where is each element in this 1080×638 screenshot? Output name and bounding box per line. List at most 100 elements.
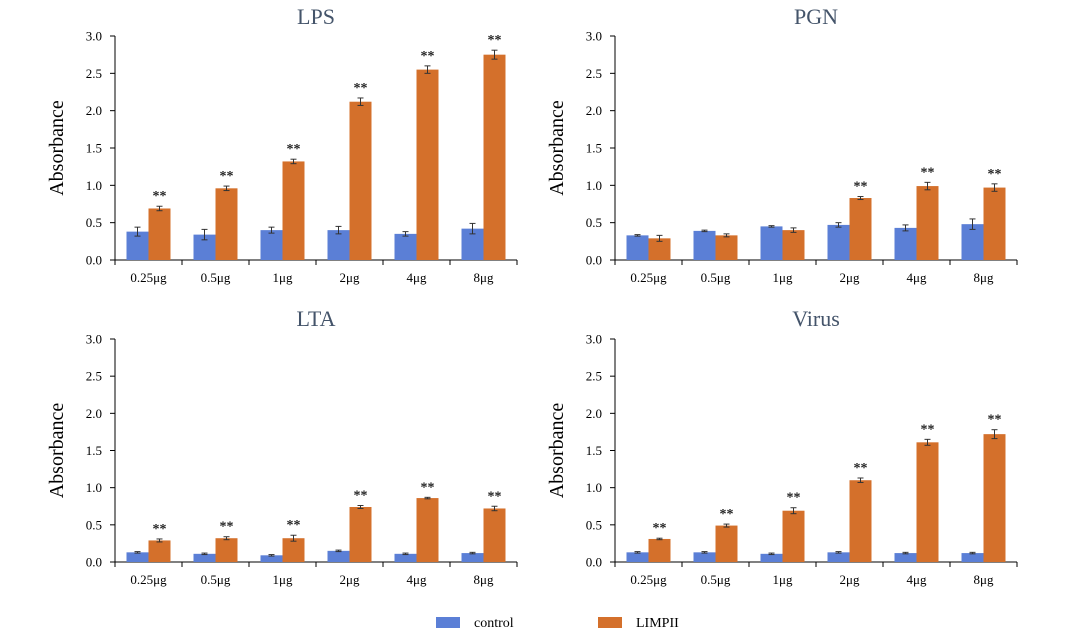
error-bar (768, 225, 775, 228)
bar-limpii (715, 235, 738, 260)
bar-control (260, 555, 283, 562)
significance-marker: ** (854, 180, 868, 195)
bar-limpii (849, 480, 872, 562)
error-bar (134, 226, 141, 237)
bar-control (626, 552, 649, 562)
significance-marker: ** (287, 142, 301, 157)
panel-lps: LPS Absorbance 0.0 0.5 1.0 1.5 2.0 2.5 3.0 ** 0.25… (46, 4, 518, 285)
bar-limpii (916, 186, 939, 260)
error-bar (924, 181, 931, 191)
bar-control (760, 553, 783, 562)
bar-control (461, 553, 484, 562)
error-bar (268, 554, 275, 557)
significance-marker: ** (921, 422, 935, 437)
bar-limpii (483, 508, 506, 562)
x-tick-label: 8μg (474, 572, 494, 587)
x-tick-label: 4μg (407, 270, 427, 285)
significance-marker: ** (787, 491, 801, 506)
error-bar (790, 507, 797, 515)
y-tick-label: 2.0 (86, 406, 102, 421)
y-axis-label: Absorbance (46, 403, 68, 499)
significance-marker: ** (421, 49, 435, 64)
panel-pgn: PGN Absorbance 0.0 0.5 1.0 1.5 2.0 2.5 3.0 0.25μg… (546, 4, 1018, 285)
y-tick-label: 0.5 (86, 215, 102, 230)
y-tick-label: 3.0 (86, 332, 102, 347)
significance-marker: ** (354, 489, 368, 504)
error-bar (402, 231, 409, 237)
y-tick-label: 0.0 (586, 555, 602, 570)
y-tick-label: 1.5 (586, 443, 602, 458)
error-bar (857, 477, 864, 483)
y-tick-label: 2.5 (586, 369, 602, 384)
significance-marker: ** (488, 33, 502, 48)
error-bar (402, 552, 409, 556)
y-tick-label: 0.5 (586, 215, 602, 230)
error-bar (656, 234, 663, 242)
bar-control (827, 552, 850, 562)
bar-limpii (215, 538, 238, 562)
x-tick-label: 4μg (407, 572, 427, 587)
y-tick-label: 1.0 (586, 480, 602, 495)
y-tick-label: 0.5 (86, 517, 102, 532)
y-tick-label: 3.0 (586, 29, 602, 44)
y-tick-label: 0.0 (586, 253, 602, 268)
error-bar (857, 196, 864, 201)
error-bar (991, 429, 998, 440)
legend-label-control: control (474, 616, 514, 631)
y-tick-label: 2.0 (86, 103, 102, 118)
error-bar (335, 549, 342, 553)
legend-swatch-limpii (598, 617, 622, 628)
x-tick-label: 0.5μg (701, 572, 731, 587)
y-axis-label: Absorbance (546, 403, 568, 499)
error-bar (491, 505, 498, 512)
y-tick-label: 2.5 (86, 369, 102, 384)
x-tick-label: 0.25μg (630, 572, 667, 587)
y-axis-label: Absorbance (546, 100, 568, 196)
bar-limpii (782, 510, 805, 562)
error-bar (491, 49, 498, 60)
legend: control LIMPII (436, 616, 679, 631)
error-bar (701, 229, 708, 233)
x-tick-label: 8μg (474, 270, 494, 285)
error-bar (201, 552, 208, 556)
significance-marker: ** (354, 81, 368, 96)
bar-control (760, 226, 783, 260)
error-bar (701, 551, 708, 554)
bar-control (961, 224, 984, 260)
y-axis-label: Absorbance (46, 100, 68, 196)
bar-limpii (148, 540, 171, 562)
bar-control (693, 552, 716, 562)
x-tick-label: 0.25μg (630, 270, 667, 285)
y-tick-label: 2.5 (586, 66, 602, 81)
y-tick-label: 1.5 (86, 141, 102, 156)
error-bar (268, 226, 275, 234)
bar-control (126, 231, 149, 260)
error-bar (424, 496, 431, 500)
error-bar (634, 551, 641, 554)
x-tick-label: 0.25μg (130, 270, 167, 285)
y-tick-label: 2.5 (86, 66, 102, 81)
bar-limpii (782, 230, 805, 260)
error-bar (357, 505, 364, 509)
error-bar (424, 65, 431, 74)
significance-marker: ** (653, 521, 667, 536)
bar-limpii (916, 442, 939, 562)
y-tick-label: 1.5 (586, 141, 602, 156)
bar-limpii (416, 69, 439, 260)
significance-marker: ** (153, 189, 167, 204)
bar-limpii (349, 506, 372, 562)
x-tick-label: 1μg (773, 572, 793, 587)
bar-limpii (215, 188, 238, 260)
error-bar (969, 218, 976, 230)
bar-control (193, 553, 216, 562)
y-tick-label: 0.0 (86, 555, 102, 570)
error-bar (634, 234, 641, 237)
error-bar (134, 551, 141, 554)
x-tick-label: 1μg (773, 270, 793, 285)
y-tick-label: 1.0 (86, 178, 102, 193)
y-tick-label: 0.0 (86, 253, 102, 268)
error-bar (835, 551, 842, 554)
bar-limpii (648, 238, 671, 260)
